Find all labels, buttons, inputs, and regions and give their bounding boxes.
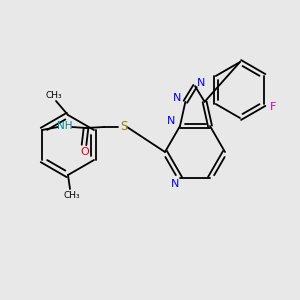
Text: N: N bbox=[173, 93, 182, 103]
Text: N: N bbox=[171, 179, 179, 189]
Text: N: N bbox=[167, 116, 175, 126]
Text: CH₃: CH₃ bbox=[46, 91, 62, 100]
Text: O: O bbox=[81, 147, 89, 157]
Text: F: F bbox=[270, 102, 276, 112]
Text: S: S bbox=[120, 119, 128, 133]
Text: NH: NH bbox=[57, 121, 73, 131]
Text: N: N bbox=[197, 78, 205, 88]
Text: CH₃: CH₃ bbox=[64, 191, 80, 200]
